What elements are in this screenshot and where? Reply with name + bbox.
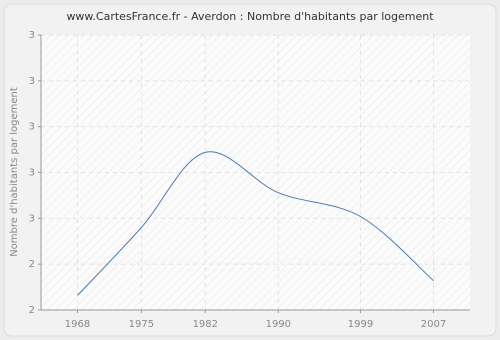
x-tick-label: 1982 — [193, 319, 218, 330]
y-tick-label: 3 — [29, 168, 35, 179]
y-axis-label: Nombre d'habitants par logement — [9, 87, 20, 257]
y-tick-label: 3 — [29, 76, 35, 87]
chart-title: www.CartesFrance.fr - Averdon : Nombre d… — [66, 10, 434, 23]
x-tick-label: 1999 — [348, 319, 373, 330]
x-tick-label: 1975 — [129, 319, 154, 330]
y-tick-label: 3 — [29, 122, 35, 133]
line-series — [77, 151, 434, 296]
x-tick-label: 2007 — [421, 319, 446, 330]
y-tick-label: 2 — [29, 259, 35, 270]
y-tick-label: 3 — [29, 30, 35, 41]
plot-area — [41, 35, 470, 310]
y-tick-label: 3 — [29, 213, 35, 224]
x-tick-label: 1990 — [266, 319, 291, 330]
x-tick-label: 1968 — [65, 319, 90, 330]
y-tick-label: 2 — [29, 305, 35, 316]
